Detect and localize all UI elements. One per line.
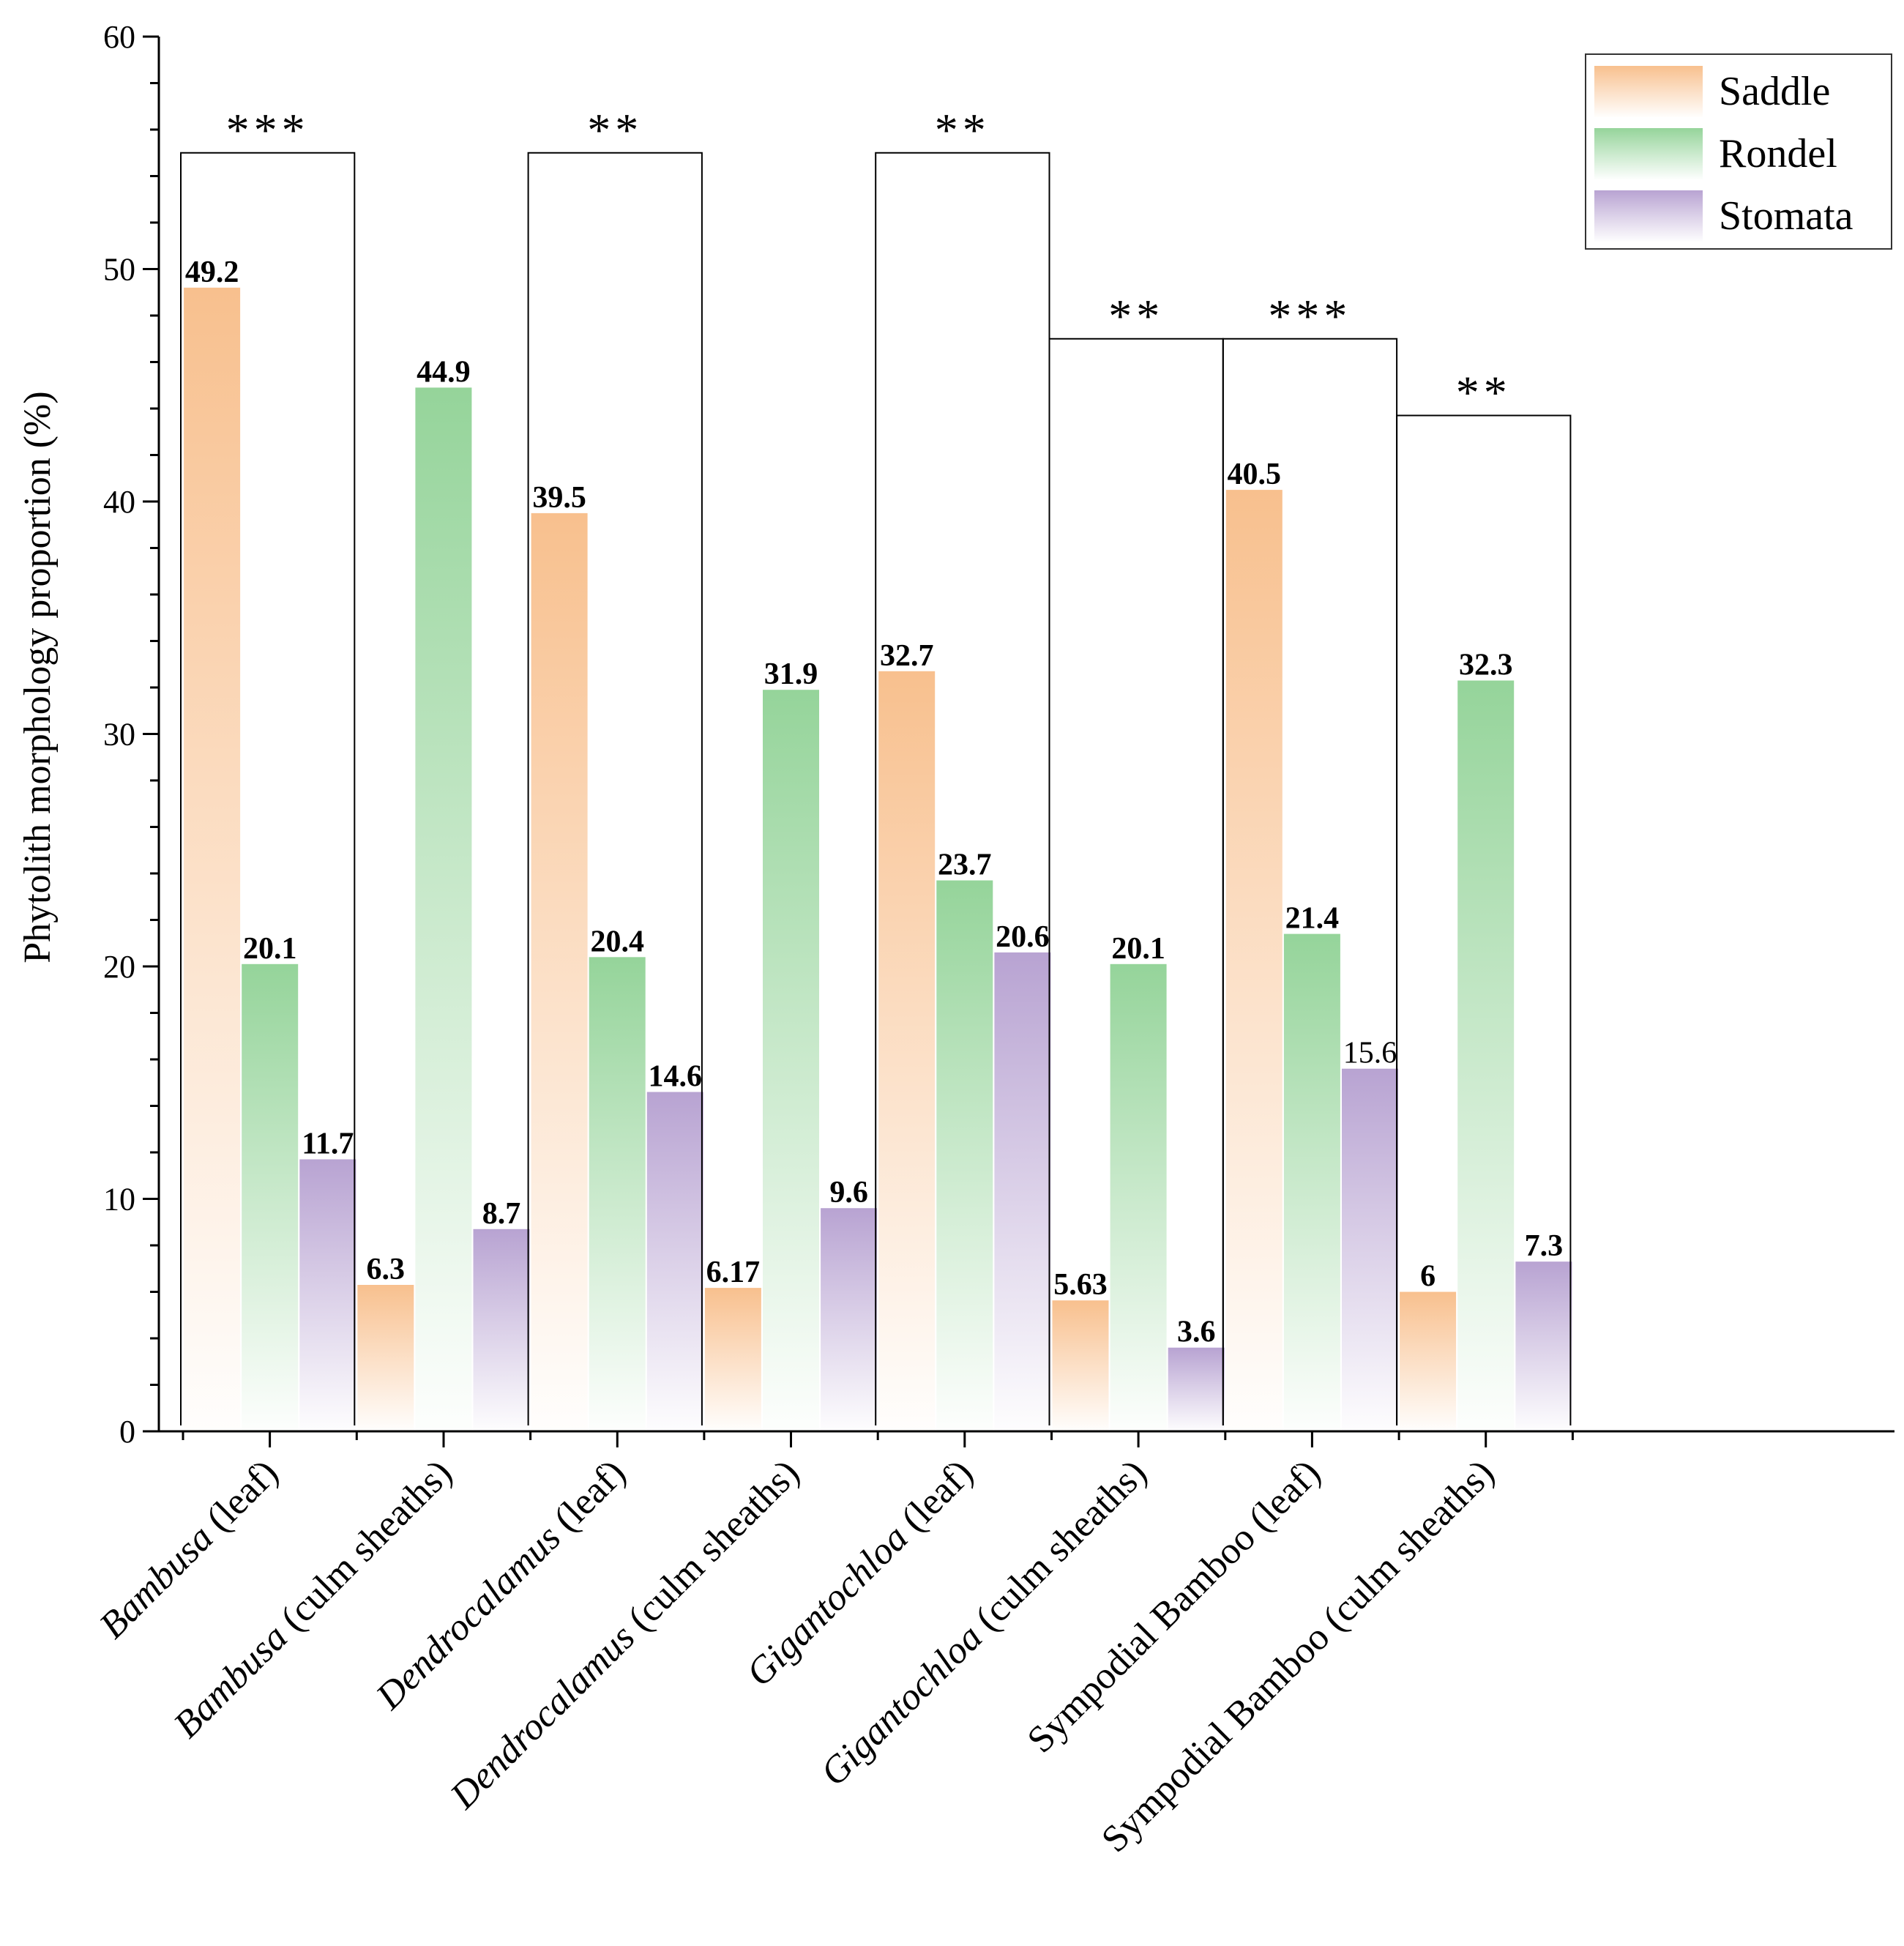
data-label-rondel-4: 23.7 xyxy=(938,849,992,882)
significance-label-4: *** xyxy=(1268,290,1351,342)
bar-stomata-6 xyxy=(1342,1068,1398,1431)
significance-bracket-0 xyxy=(180,152,356,1425)
bar-rondel-2 xyxy=(589,957,646,1431)
y-tick-label-0: 0 xyxy=(119,1414,135,1450)
data-label-saddle-7: 6 xyxy=(1420,1260,1436,1294)
data-label-rondel-7: 32.3 xyxy=(1459,649,1513,682)
legend-swatch-stomata xyxy=(1594,190,1703,242)
y-tick-label-60: 60 xyxy=(103,19,135,55)
data-label-saddle-0: 49.2 xyxy=(185,256,239,289)
y-tick-label-30: 30 xyxy=(103,717,135,753)
bar-stomata-4 xyxy=(994,952,1051,1431)
data-label-rondel-1: 44.9 xyxy=(417,355,471,389)
data-label-stomata-5: 3.6 xyxy=(1177,1316,1216,1349)
x-tick-label-5: Gigantochloa (culm sheaths) xyxy=(813,1452,1154,1794)
data-labels: 49.2 20.1 11.7 6.3 44.9 8.7 39.5 20.4 14.6 6.17 31… xyxy=(185,256,1563,1349)
bar-rondel-1 xyxy=(415,387,472,1431)
data-label-rondel-5: 20.1 xyxy=(1111,932,1165,966)
x-tick-label-1: Bambusa (culm sheaths) xyxy=(166,1452,460,1746)
significance-label-2: ** xyxy=(935,104,990,156)
data-label-rondel-6: 21.4 xyxy=(1285,902,1340,936)
legend-label-saddle: Saddle xyxy=(1719,69,1830,114)
x-tick-label-6: Sympodial Bamboo (leaf) xyxy=(1020,1452,1329,1761)
x-tick-label-7: Sympodial Bamboo (culm sheaths) xyxy=(1094,1452,1502,1860)
bar-stomata-5 xyxy=(1168,1347,1225,1431)
axes: 0 10 20 30 40 50 60 Bambusa (leaf)Bambusa (culm… xyxy=(92,19,1894,1860)
y-axis-title: Phytolith morphology proportion (%) xyxy=(17,391,59,963)
data-label-saddle-1: 6.3 xyxy=(367,1253,406,1286)
data-label-stomata-2: 14.6 xyxy=(649,1060,703,1094)
bar-rondel-5 xyxy=(1110,963,1167,1431)
data-label-saddle-3: 6.17 xyxy=(706,1256,761,1289)
bar-saddle-7 xyxy=(1400,1291,1457,1431)
bars-layer xyxy=(184,287,1572,1431)
x-tick-label-3: Dendrocalamus (culm sheaths) xyxy=(442,1452,807,1817)
data-label-rondel-0: 20.1 xyxy=(243,932,297,966)
legend: Saddle Rondel Stomata xyxy=(1585,53,1892,250)
bar-rondel-7 xyxy=(1457,680,1515,1431)
y-tick-label-50: 50 xyxy=(103,252,135,288)
bar-stomata-3 xyxy=(821,1208,878,1431)
bar-rondel-3 xyxy=(763,690,819,1431)
bar-saddle-6 xyxy=(1225,490,1283,1431)
legend-label-stomata: Stomata xyxy=(1719,193,1853,239)
bar-stomata-1 xyxy=(473,1229,530,1431)
bar-saddle-1 xyxy=(357,1285,414,1431)
y-tick-label-40: 40 xyxy=(103,484,135,520)
bar-saddle-2 xyxy=(531,512,588,1431)
legend-swatch-rondel xyxy=(1594,128,1703,179)
bar-rondel-4 xyxy=(936,880,993,1431)
data-label-stomata-3: 9.6 xyxy=(829,1176,868,1209)
data-label-saddle-2: 39.5 xyxy=(532,481,586,515)
data-label-stomata-1: 8.7 xyxy=(482,1197,521,1231)
significance-label-0: *** xyxy=(226,104,310,156)
data-label-rondel-3: 31.9 xyxy=(764,657,818,691)
data-label-stomata-7: 7.3 xyxy=(1525,1229,1564,1263)
significance-bracket-1 xyxy=(527,152,703,1425)
significance-label-3: ** xyxy=(1108,290,1164,342)
significance-brackets: *** ** **** ***** xyxy=(180,104,1572,1425)
data-label-saddle-5: 5.63 xyxy=(1053,1268,1108,1302)
legend-label-rondel: Rondel xyxy=(1719,131,1837,176)
bar-saddle-3 xyxy=(704,1288,761,1431)
bar-rondel-6 xyxy=(1283,933,1340,1431)
significance-bracket-5 xyxy=(1396,414,1572,1425)
y-tick-label-20: 20 xyxy=(103,949,135,985)
bar-stomata-7 xyxy=(1515,1261,1572,1431)
data-label-stomata-4: 20.6 xyxy=(996,920,1050,954)
bar-saddle-0 xyxy=(184,287,241,1431)
legend-swatch-saddle xyxy=(1594,66,1703,117)
significance-label-1: ** xyxy=(587,104,643,156)
bar-stomata-0 xyxy=(299,1159,356,1431)
bar-saddle-4 xyxy=(878,671,936,1431)
data-label-rondel-2: 20.4 xyxy=(590,925,644,958)
bar-saddle-5 xyxy=(1052,1300,1109,1431)
bar-rondel-0 xyxy=(242,963,299,1431)
data-label-stomata-0: 11.7 xyxy=(302,1127,354,1161)
data-label-stomata-6: 15.6 xyxy=(1343,1037,1397,1070)
data-label-saddle-4: 32.7 xyxy=(880,639,934,673)
bar-stomata-2 xyxy=(646,1092,703,1431)
significance-label-5: ** xyxy=(1456,367,1512,419)
data-label-saddle-6: 40.5 xyxy=(1228,458,1282,491)
y-tick-label-10: 10 xyxy=(103,1182,135,1218)
x-tick-label-0: Bambusa (leaf) xyxy=(92,1452,286,1647)
